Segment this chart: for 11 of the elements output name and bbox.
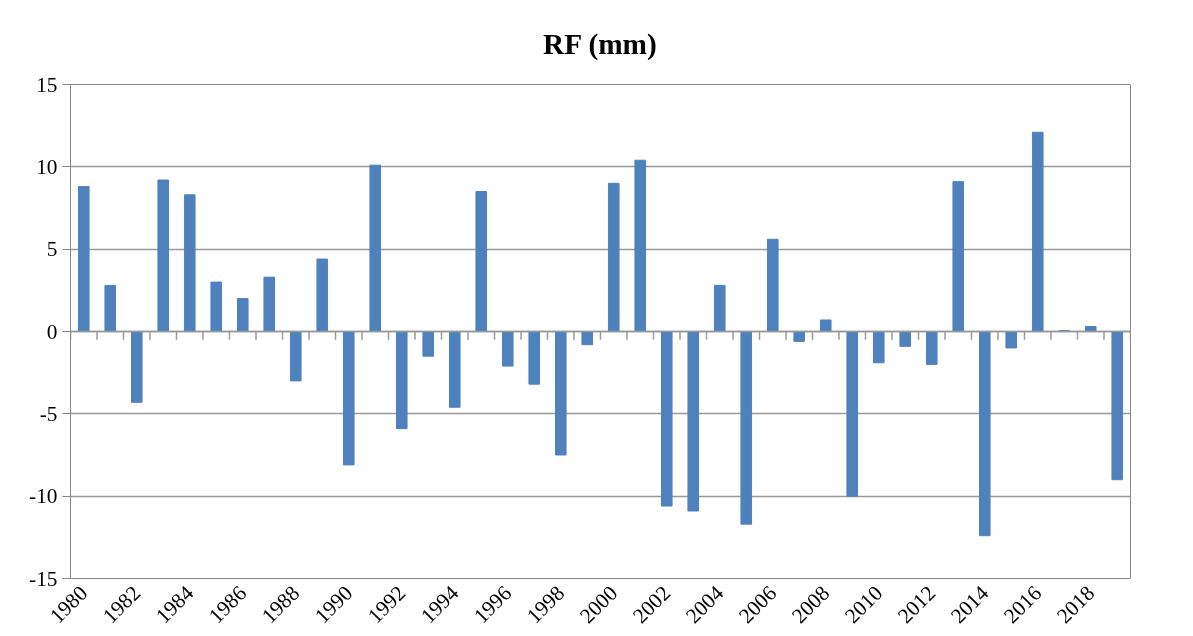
y-tick-label: 5 [46,237,58,262]
y-tick-label: 10 [36,154,58,179]
y-tick-label: 0 [46,319,58,344]
x-tick-label: 1992 [363,581,411,629]
y-tick-label: 15 [36,72,58,97]
x-tick-label: 1990 [310,581,358,629]
y-tick-label: -15 [29,566,58,591]
y-tick-label: -5 [39,401,58,426]
x-tick-label: 1982 [98,581,146,629]
y-tick-label: -10 [29,484,58,509]
chart-title: RF (mm) [543,27,657,61]
